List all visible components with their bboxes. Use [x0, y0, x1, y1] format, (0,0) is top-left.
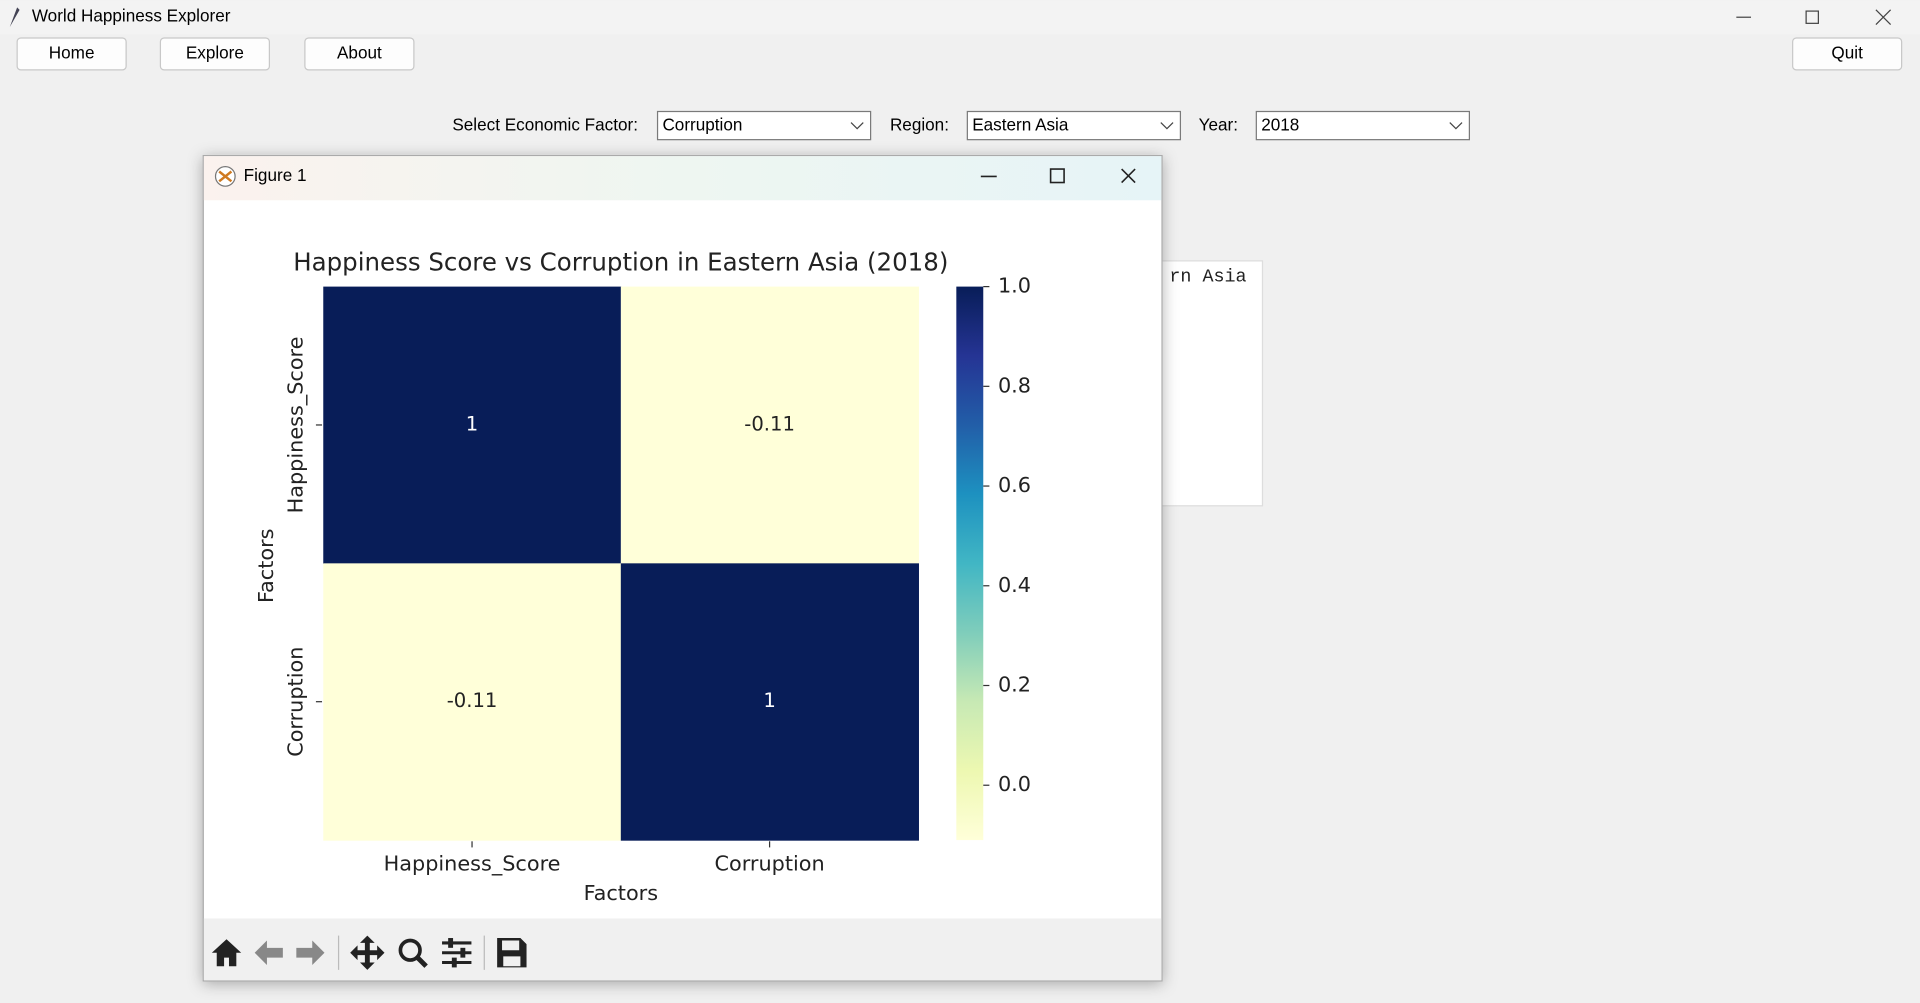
- slider-knob: [448, 938, 454, 948]
- text-box-content: rn Asia: [1169, 267, 1246, 288]
- zoom-handle[interactable]: [414, 954, 428, 968]
- year-combobox[interactable]: [1255, 110, 1470, 141]
- factor-value[interactable]: Corruption: [662, 115, 742, 135]
- colorbar: [956, 286, 984, 841]
- colorbar-tick-label: 0.2: [998, 672, 1031, 696]
- figure-title-bar: [203, 156, 1162, 201]
- year-label: Year:: [1199, 115, 1238, 135]
- back-tool[interactable]: [254, 940, 283, 965]
- x-axis-label: Factors: [584, 881, 659, 905]
- button-label[interactable]: Quit: [1831, 42, 1863, 62]
- cell-label: 1: [763, 689, 775, 712]
- button-label[interactable]: Home: [49, 42, 95, 62]
- y-tick-label: Happiness_Score: [283, 337, 307, 514]
- cell-label: 1: [466, 412, 478, 435]
- save-tool[interactable]: [497, 938, 527, 968]
- colorbar-tick-label: 0.8: [998, 373, 1031, 397]
- home-button[interactable]: [16, 37, 127, 71]
- figure-maximize[interactable]: [1049, 168, 1065, 184]
- home-tool[interactable]: [211, 939, 242, 967]
- heatmap-cell: [323, 563, 622, 841]
- figure-icon-mark: [218, 170, 233, 183]
- toolbar: [203, 918, 1162, 981]
- x-tick-label: Corruption: [714, 852, 824, 876]
- year-value[interactable]: 2018: [1261, 115, 1299, 135]
- about-button[interactable]: [304, 37, 415, 71]
- colorbar-tick-label: 0.6: [998, 473, 1031, 497]
- region-value[interactable]: Eastern Asia: [972, 115, 1069, 135]
- restore[interactable]: [1805, 10, 1819, 24]
- chart-title: Happiness Score vs Corruption in Eastern…: [293, 247, 948, 276]
- button-label[interactable]: About: [337, 42, 382, 62]
- cell-label: -0.11: [744, 412, 795, 435]
- quit-button[interactable]: [1792, 37, 1903, 71]
- y-axis-label: Factors: [254, 529, 278, 604]
- y-tick-label: Corruption: [283, 647, 307, 757]
- heatmap-cell: [620, 563, 919, 841]
- app-icon: [9, 7, 20, 28]
- forward-tool[interactable]: [296, 940, 325, 965]
- region-label: Region:: [890, 115, 949, 135]
- explore-button[interactable]: [159, 37, 270, 71]
- figure-title: Figure 1: [244, 165, 307, 185]
- slider-knob: [460, 947, 466, 958]
- separator: [337, 935, 340, 970]
- pan-tool[interactable]: [350, 935, 385, 970]
- region-combobox[interactable]: [966, 110, 1182, 141]
- close[interactable]: [1875, 9, 1892, 25]
- heatmap-cell: [323, 286, 622, 564]
- button-label[interactable]: Explore: [186, 42, 244, 62]
- dropdown-arrow[interactable]: [1449, 122, 1463, 130]
- window-title: World Happiness Explorer: [32, 6, 231, 26]
- slider-knob: [451, 957, 457, 968]
- separator: [483, 935, 485, 970]
- colorbar-tick-label: 1.0: [998, 274, 1031, 298]
- cell-label: -0.11: [447, 689, 498, 712]
- factor-combobox[interactable]: [656, 110, 872, 141]
- heatmap-cell: [620, 286, 919, 564]
- factor-label: Select Economic Factor:: [452, 115, 638, 135]
- heatmap-plot: Happiness Score vs Corruption in Eastern…: [254, 247, 1031, 905]
- figure-window: Figure 1 Happiness Score vs Corruption i…: [202, 154, 1163, 982]
- toolbar-icons: [211, 935, 527, 970]
- x-tick-label: Happiness_Score: [384, 852, 561, 876]
- colorbar-tick-label: 0.0: [998, 772, 1031, 796]
- dropdown-arrow[interactable]: [1160, 122, 1174, 130]
- title-bar: [0, 0, 1920, 35]
- colorbar-tick-label: 0.4: [998, 573, 1031, 597]
- figure-close[interactable]: [1121, 168, 1136, 184]
- zoom-tool[interactable]: [398, 938, 422, 962]
- dropdown-arrow[interactable]: [850, 122, 864, 130]
